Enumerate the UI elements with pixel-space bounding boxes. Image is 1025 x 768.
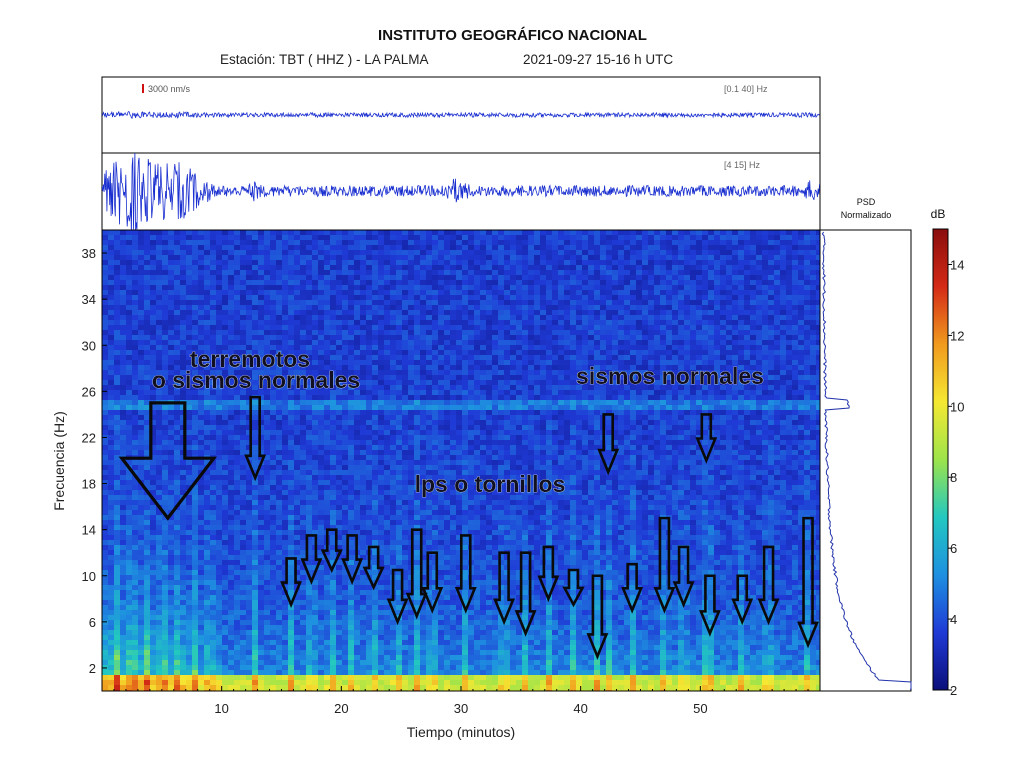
colorbar-tick-label: 8	[950, 470, 957, 485]
y-tick-label: 30	[82, 338, 96, 353]
x-tick-label: 30	[454, 701, 468, 716]
station-label: Estación: TBT ( HHZ ) - LA PALMA	[220, 52, 429, 67]
annotation-arrows	[118, 395, 819, 660]
x-tick-label: 20	[334, 701, 348, 716]
colorbar-tick-label: 6	[950, 541, 957, 556]
lp-event-arrow	[653, 516, 676, 614]
colorbar-unit: dB	[931, 207, 946, 221]
x-tick-label: 50	[693, 701, 707, 716]
y-tick-label: 34	[82, 292, 96, 307]
earthquake-arrow	[118, 401, 218, 521]
lp-event-arrow	[562, 568, 585, 608]
normal-event-arrow	[695, 413, 718, 464]
scale-bar-marker	[142, 84, 144, 93]
colorbar-tick-label: 4	[950, 612, 957, 627]
colorbar-tick-label: 10	[950, 399, 964, 414]
lp-event-arrow	[454, 534, 477, 614]
trace-scale-label: 3000 nm/s	[148, 84, 191, 94]
normal-event-arrow	[597, 413, 620, 476]
x-tick-label: 40	[573, 701, 587, 716]
y-axis-label: Frecuencia (Hz)	[51, 411, 67, 511]
colorbar	[932, 228, 949, 691]
y-tick-label: 10	[82, 569, 96, 584]
lp-event-arrow	[537, 545, 560, 603]
lp-event-arrow	[280, 557, 303, 608]
y-tick-label: 6	[89, 615, 96, 630]
lp-event-arrow	[362, 545, 385, 591]
colorbar-tick-label: 14	[950, 257, 964, 272]
y-tick-label: 22	[82, 430, 96, 445]
annotation-earthquakes-line1: terremotos	[190, 346, 310, 372]
lp-event-arrow	[731, 574, 754, 626]
lp-event-arrow	[586, 574, 609, 660]
x-tick-label: 10	[214, 701, 228, 716]
seismic-trace-filtered	[102, 153, 820, 230]
lp-event-arrow	[341, 534, 364, 585]
lp-event-arrow	[514, 551, 537, 637]
trace-line	[102, 110, 820, 119]
psd-panel	[819, 229, 912, 692]
psd-curve	[821, 231, 912, 691]
colorbar-tick-label: 2	[950, 683, 957, 698]
lp-event-arrow	[698, 574, 721, 637]
normal-event-arrow	[244, 395, 267, 482]
lp-event-arrow	[672, 545, 695, 608]
trace-line	[102, 153, 820, 230]
colorbar-tick-label: 12	[950, 328, 964, 343]
trace-bottom-band-label: [4 15] Hz	[724, 160, 761, 170]
psd-subtitle: Normalizado	[841, 210, 892, 220]
y-tick-label: 38	[82, 246, 96, 261]
lp-event-arrow	[757, 545, 780, 626]
annotation-earthquakes-line2: o sismos normales	[152, 367, 360, 393]
trace-top-band-label: [0.1 40] Hz	[724, 84, 768, 94]
lp-event-arrow	[386, 568, 409, 626]
annotation-normal-events: sismos normales	[576, 363, 764, 389]
y-tick-label: 26	[82, 384, 96, 399]
spectrogram	[102, 230, 820, 691]
seismic-trace-broadband	[102, 110, 820, 119]
datetime-label: 2021-09-27 15-16 h UTC	[523, 52, 674, 67]
y-tick-label: 18	[82, 477, 96, 492]
lp-event-arrow	[493, 551, 516, 626]
colorbar-ticks: 2 4 6 8 10 12 14	[948, 257, 964, 698]
y-tick-label: 2	[89, 661, 96, 676]
lp-event-arrow	[405, 528, 428, 620]
page-title: INSTITUTO GEOGRÁFICO NACIONAL	[378, 27, 647, 44]
lp-event-arrow	[797, 516, 819, 649]
x-axis-label: Tiempo (minutos)	[407, 724, 515, 740]
psd-title: PSD	[857, 197, 876, 207]
y-tick-label: 14	[82, 523, 96, 538]
lp-event-arrow	[621, 562, 644, 614]
annotation-lp-events: lps o tornillos	[415, 471, 566, 497]
lp-event-arrow	[421, 551, 444, 614]
lp-event-arrow	[300, 534, 323, 585]
lp-event-arrow	[320, 528, 343, 574]
